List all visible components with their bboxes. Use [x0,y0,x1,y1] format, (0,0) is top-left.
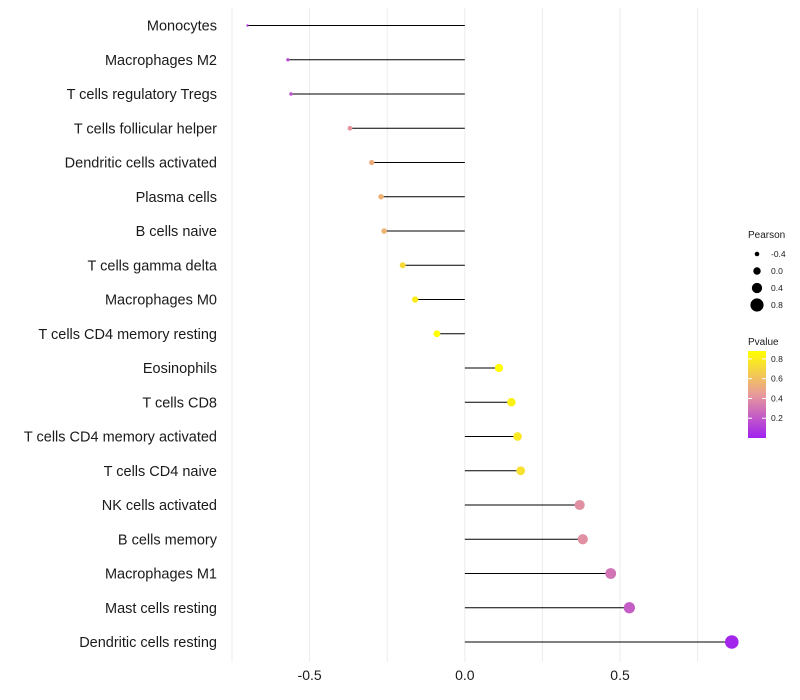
category-label: B cells naive [136,224,217,240]
category-label: Mast cells resting [105,601,217,617]
data-point [286,58,290,62]
color-bar [748,351,766,438]
color-legend-label: 0.6 [771,374,783,384]
category-label: Plasma cells [136,190,217,206]
data-point [724,635,739,649]
size-legend-key [753,267,761,275]
points [246,24,739,649]
category-label: Dendritic cells activated [65,156,217,172]
data-point [513,432,522,441]
color-legend-label: 0.2 [771,413,783,423]
size-legend: Pearson -0.4 0.0 0.4 0.8 [748,230,786,312]
data-point [412,296,419,303]
data-point [378,194,384,200]
data-point [381,228,387,234]
data-point [577,534,588,545]
x-tick-label: 0.0 [455,667,475,683]
size-legend-label: 0.4 [771,283,783,293]
size-legend-title: Pearson [748,230,785,241]
data-point [494,363,504,373]
category-label: T cells gamma delta [88,258,218,274]
category-label: Eosinophils [143,361,217,377]
category-label: Macrophages M1 [105,567,217,583]
category-label: T cells follicular helper [74,121,217,137]
category-labels: Monocytes Macrophages M2 T cells regulator… [24,19,218,652]
gridlines [231,8,699,662]
size-legend-key [750,298,764,312]
size-legend-key [751,282,763,294]
size-legend-label: 0.0 [771,266,783,276]
category-label: Dendritic cells resting [79,635,217,651]
x-tick-label: 0.5 [610,667,630,683]
x-tick-label: -0.5 [298,667,322,683]
category-label: T cells CD4 memory activated [24,430,217,446]
data-point [289,92,293,96]
category-label: Macrophages M2 [105,53,217,69]
category-label: Monocytes [147,19,217,35]
category-label: B cells memory [118,532,218,548]
category-label: T cells CD8 [142,395,217,411]
size-legend-label: 0.8 [771,300,783,310]
category-label: T cells regulatory Tregs [67,87,217,103]
data-point [623,602,635,614]
category-label: NK cells activated [102,498,217,514]
color-legend: Pvalue 0.8 0.6 0.4 0.2 [748,337,783,438]
data-point [574,499,585,511]
stems [247,25,732,643]
category-label: T cells CD4 memory resting [38,327,217,343]
color-legend-title: Pvalue [748,337,779,348]
size-legend-key [754,251,760,257]
data-point [369,159,375,166]
data-point [399,262,406,269]
data-point [605,568,617,579]
data-point [507,398,516,407]
data-point [347,125,353,131]
category-label: T cells CD4 naive [104,464,217,480]
category-label: Macrophages M0 [105,293,217,309]
x-axis-ticks: -0.5 0.0 0.5 [298,667,630,683]
data-point [516,466,526,476]
color-legend-label: 0.8 [771,354,783,364]
data-point [246,24,249,27]
color-legend-label: 0.4 [771,393,783,403]
data-point [433,330,441,338]
size-legend-label: -0.4 [771,249,786,259]
